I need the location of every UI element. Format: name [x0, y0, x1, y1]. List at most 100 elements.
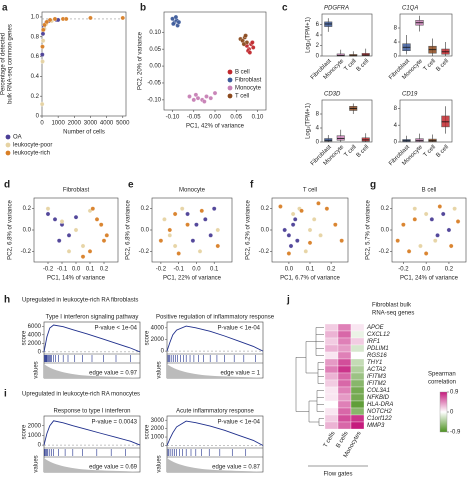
point: [190, 238, 196, 243]
y-tick-label: 0: [394, 54, 398, 60]
heatmap-cell: [324, 379, 339, 388]
y-tick-label: 6000: [28, 324, 42, 330]
heatmap-cell: [337, 414, 352, 423]
gene-label: HLA-DRA: [367, 402, 393, 408]
p-value: P-value < 1e-04: [94, 326, 137, 332]
plot-frame: [399, 13, 453, 57]
y-tick-label: 1000: [28, 433, 42, 439]
point: [204, 94, 209, 99]
y-axis-label: PC2, 5.7% of variance: [366, 199, 372, 259]
point: [318, 233, 323, 238]
ranked-values: [44, 458, 140, 472]
y-tick-label: 0: [161, 443, 165, 449]
point: [455, 219, 461, 224]
heatmap-cell: [350, 337, 365, 346]
point: [66, 233, 72, 238]
gene-label: ACTA2: [366, 367, 387, 373]
y-tick-label: 2000: [28, 423, 42, 429]
colorbar-title: correlation: [428, 380, 456, 386]
y-tick-label: 0.2: [381, 206, 390, 212]
point: [176, 19, 182, 25]
ranked-values: [167, 364, 263, 378]
point: [202, 99, 207, 104]
y-axis-label: PC2, 6.2% of variance: [246, 199, 252, 259]
x-tick-label: 0.1: [306, 267, 315, 273]
point: [307, 227, 313, 233]
heatmap-title: RNA-seq genes: [372, 311, 414, 317]
point: [299, 208, 304, 214]
x-tick-label: 0.0: [72, 267, 81, 273]
y-tick-label: 0.2: [23, 206, 32, 212]
x-tick-label: -0.10: [166, 115, 180, 121]
legend-swatch: [5, 134, 11, 140]
heatmap-cell: [337, 400, 352, 409]
point: [208, 233, 213, 238]
point: [333, 222, 338, 227]
point: [290, 222, 296, 227]
y-tick-label: 0: [38, 443, 42, 449]
x-tick-label: 0.0: [192, 267, 201, 273]
legend-label: leukocyte-rich: [13, 151, 50, 157]
y-tick-label: -0.2: [259, 249, 270, 255]
gene-label: IFITM2: [367, 381, 387, 387]
y-tick-label: 0.00: [149, 64, 161, 70]
heatmap-cell: [350, 358, 365, 367]
y-axis-label: Percentage of detected: [1, 33, 7, 95]
heatmap-cell: [350, 407, 365, 416]
y-axis-label: Log₂(TPM+1): [306, 103, 312, 139]
y-tick-label: -0.10: [147, 97, 161, 103]
heatmap-cell: [324, 358, 339, 367]
panel-title: Fibroblast: [63, 188, 90, 194]
heatmap-cell: [350, 393, 365, 402]
gene-title: CD3D: [324, 92, 341, 98]
y-tick-label: 0: [38, 349, 42, 355]
heatmap-cell: [337, 393, 352, 402]
point: [448, 243, 454, 249]
gene-label: IRF1: [367, 339, 380, 345]
point: [104, 233, 110, 238]
point: [40, 44, 45, 49]
point: [40, 52, 45, 57]
heatmap-cell: [324, 421, 339, 430]
legend-swatch: [227, 69, 233, 75]
point: [212, 90, 218, 96]
gene-title: CD19: [402, 92, 418, 98]
point: [191, 97, 196, 103]
point: [40, 38, 46, 43]
y-tick-label: 0: [161, 349, 165, 355]
colorbar-title: Spearman: [428, 372, 456, 378]
legend-label: B cell: [235, 70, 250, 76]
point: [42, 22, 47, 28]
point: [395, 238, 400, 243]
gene-label: C1orf122: [367, 416, 392, 422]
point: [194, 222, 199, 227]
x-tick-label: 0.2: [327, 267, 336, 273]
point: [176, 251, 181, 256]
box: [428, 138, 437, 142]
point: [197, 249, 203, 254]
x-tick-label: 2000: [68, 121, 82, 127]
point: [87, 249, 93, 254]
heatmap-cell: [324, 407, 339, 416]
legend-label: Monocyte: [235, 86, 262, 92]
legend-swatch: [5, 150, 11, 156]
point: [288, 243, 294, 249]
x-tick-label: 1000: [51, 121, 65, 127]
running-score: [43, 420, 141, 446]
y-axis-label: PC2, 6.8% of variance: [126, 199, 132, 259]
x-tick-label: 0.0: [422, 267, 431, 273]
gene-label: CXCL12: [367, 332, 390, 338]
x-tick-label: -0.2: [156, 267, 167, 273]
gene-label: PDLIM1: [367, 346, 389, 352]
heatmap-cell: [337, 386, 352, 395]
y-tick-label: 0.0: [261, 228, 270, 234]
y-axis-label: score: [145, 330, 151, 345]
heatmap-cell: [337, 344, 352, 353]
point: [446, 227, 452, 233]
y-tick-label: 2000: [28, 341, 42, 347]
box: [441, 115, 450, 128]
heatmap-cell: [324, 365, 339, 374]
point: [241, 41, 247, 47]
